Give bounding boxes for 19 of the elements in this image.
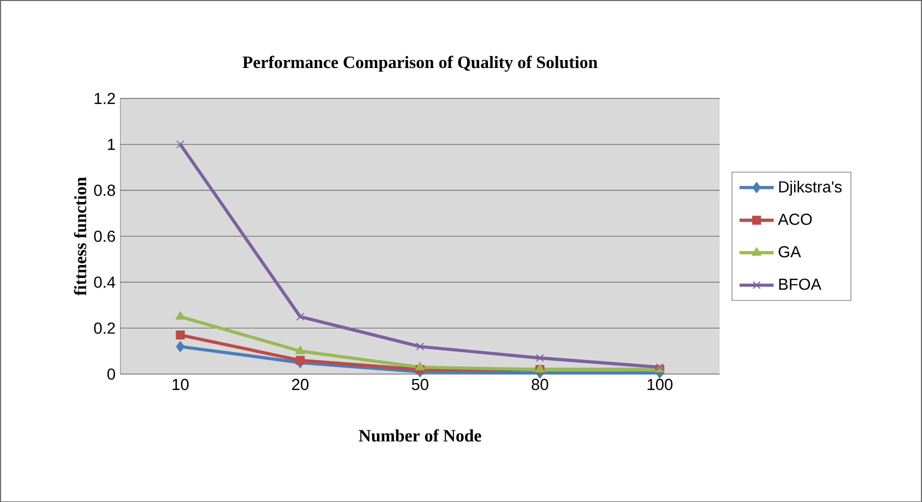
x-tick-label: 10 xyxy=(172,378,189,390)
y-tick-label: 1.2 xyxy=(94,92,115,104)
y-tick-label: 0 xyxy=(107,368,116,380)
chart-title: Performance Comparison of Quality of Solution xyxy=(242,56,598,72)
x-axis-title: Number of Node xyxy=(358,428,482,442)
legend-label: BFOA xyxy=(779,278,822,290)
legend-label: GA xyxy=(778,246,801,258)
y-axis-title: fittness function xyxy=(74,176,86,296)
x-tick-label: 20 xyxy=(292,378,308,390)
x-tick-label: 50 xyxy=(412,378,428,390)
y-tick-label: 0.4 xyxy=(94,276,116,288)
x-tick-label: 80 xyxy=(532,378,548,390)
y-tick-label: 0.8 xyxy=(94,184,115,196)
y-tick-label: 1 xyxy=(108,138,115,150)
y-tick-label: 0.6 xyxy=(94,230,115,242)
legend-label: Djikstra's xyxy=(779,180,842,196)
y-tick-label: 0.2 xyxy=(94,322,115,334)
legend-label: ACO xyxy=(778,213,812,225)
x-tick-label: 100 xyxy=(648,378,672,390)
